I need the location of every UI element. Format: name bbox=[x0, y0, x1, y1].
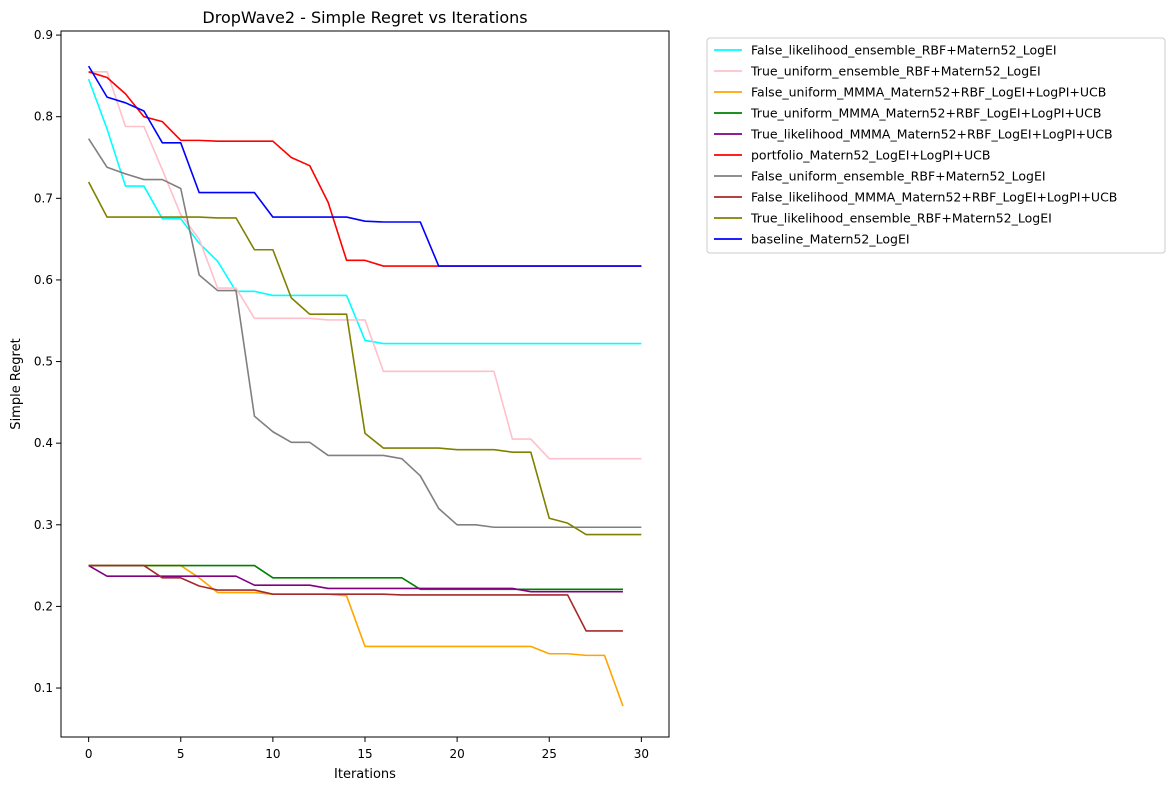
series-line-10 bbox=[87, 65, 642, 267]
y-tick-label: 0.6 bbox=[34, 273, 53, 287]
y-axis-label: Simple Regret bbox=[9, 338, 24, 429]
y-tick-label: 0.1 bbox=[34, 681, 53, 695]
legend-entry-label: False_uniform_ensemble_RBF+Matern52_LogE… bbox=[751, 169, 1046, 184]
legend-entry-label: baseline_Matern52_LogEI bbox=[751, 232, 910, 247]
chart-title: DropWave2 - Simple Regret vs Iterations bbox=[202, 8, 527, 27]
x-tick-label: 25 bbox=[542, 747, 557, 761]
series-line-7 bbox=[87, 138, 642, 529]
x-tick-label: 10 bbox=[265, 747, 280, 761]
y-tick-label: 0.9 bbox=[34, 28, 53, 42]
y-axis: 0.1 0.2 0.3 0.4 0.5 0.6 0.7 0.8 0.9 bbox=[34, 28, 61, 695]
plot-area-frame bbox=[60, 30, 670, 738]
series-line-1 bbox=[87, 78, 642, 345]
series-line-6 bbox=[88, 71, 642, 267]
legend-entry-label: True_uniform_MMMA_Matern52+RBF_LogEI+Log… bbox=[750, 106, 1102, 121]
legend: False_likelihood_ensemble_RBF+Matern52_L… bbox=[706, 37, 1166, 254]
series-line-9 bbox=[87, 181, 642, 536]
y-tick-label: 0.4 bbox=[34, 436, 53, 450]
x-tick-label: 15 bbox=[357, 747, 372, 761]
y-tick-label: 0.7 bbox=[34, 191, 53, 205]
series-line-8 bbox=[88, 564, 623, 632]
legend-entry-label: portfolio_Matern52_LogEI+LogPI+UCB bbox=[751, 148, 990, 163]
y-tick-label: 0.3 bbox=[34, 518, 53, 532]
legend-entry-label: False_likelihood_MMMA_Matern52+RBF_LogEI… bbox=[751, 190, 1117, 205]
legend-entry-label: True_likelihood_MMMA_Matern52+RBF_LogEI+… bbox=[750, 127, 1113, 142]
x-axis-label: Iterations bbox=[334, 767, 396, 782]
series-line-4 bbox=[88, 564, 623, 591]
legend-frame bbox=[706, 37, 1166, 254]
x-tick-label: 0 bbox=[85, 747, 93, 761]
legend-entry-label: True_likelihood_ensemble_RBF+Matern52_Lo… bbox=[750, 211, 1052, 226]
x-axis: 0 5 10 15 20 25 30 bbox=[85, 737, 649, 761]
series-layer bbox=[87, 65, 642, 707]
series-line-3 bbox=[88, 564, 624, 707]
y-tick-label: 0.2 bbox=[34, 599, 53, 613]
series-line-2 bbox=[88, 71, 642, 460]
x-tick-label: 20 bbox=[449, 747, 464, 761]
legend-entry-label: False_uniform_MMMA_Matern52+RBF_LogEI+Lo… bbox=[751, 85, 1106, 100]
legend-entry-label: False_likelihood_ensemble_RBF+Matern52_L… bbox=[751, 43, 1057, 58]
legend-entry-label: True_uniform_ensemble_RBF+Matern52_LogEI bbox=[750, 64, 1041, 79]
series-line-5 bbox=[88, 564, 623, 593]
x-tick-label: 5 bbox=[177, 747, 185, 761]
x-tick-label: 30 bbox=[634, 747, 649, 761]
y-tick-label: 0.8 bbox=[34, 110, 53, 124]
y-tick-label: 0.5 bbox=[34, 355, 53, 369]
